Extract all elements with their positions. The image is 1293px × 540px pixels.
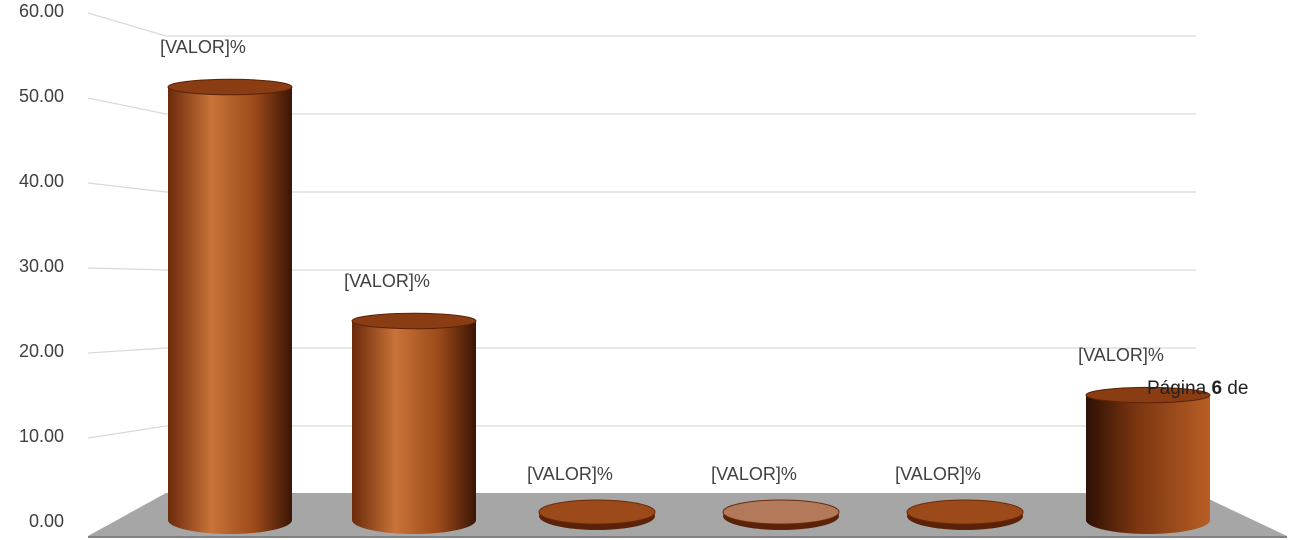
bar-top [1085, 386, 1211, 404]
bar [722, 499, 840, 530]
bar [538, 499, 656, 530]
y-tick-label: 30.00 [19, 256, 64, 276]
bar-disc-top [722, 499, 840, 525]
data-label: [VALOR]% [1078, 345, 1164, 365]
bar [906, 499, 1024, 530]
data-label: [VALOR]% [711, 464, 797, 484]
footer-prefix: Página [1147, 378, 1212, 399]
bar-top [351, 312, 477, 330]
y-tick-label: 40.00 [19, 171, 64, 191]
bar-disc-top [906, 499, 1024, 525]
footer-page-number: 6 [1211, 378, 1223, 399]
page-footer: Página 6 de [1147, 378, 1293, 400]
bar [1085, 386, 1211, 534]
y-tick-label: 0.00 [29, 511, 64, 531]
bar-body [168, 87, 292, 534]
gridline-connector [87, 182, 167, 193]
gridline-connector [87, 12, 167, 37]
bar-body [1086, 395, 1210, 534]
data-label: [VALOR]% [344, 271, 430, 291]
bar-disc-top [538, 499, 656, 525]
data-label: [VALOR]% [527, 464, 613, 484]
y-tick-label: 10.00 [19, 426, 64, 446]
gridline-connector [87, 347, 167, 354]
bar [351, 312, 477, 534]
gridline-connector [87, 97, 167, 115]
bar-body [352, 321, 476, 534]
y-tick-label: 60.00 [19, 1, 64, 21]
gridlines [87, 12, 1196, 439]
gridline-connector [87, 267, 167, 271]
y-tick-label: 50.00 [19, 86, 64, 106]
data-labels: [VALOR]% [VALOR]% [VALOR]% [VALOR]% [VALOR]%… [160, 37, 1164, 484]
data-label: [VALOR]% [895, 464, 981, 484]
footer-suffix: de [1222, 378, 1249, 399]
bar-top [167, 78, 293, 96]
bars [167, 78, 1211, 534]
data-label: [VALOR]% [160, 37, 246, 57]
bar [167, 78, 293, 534]
y-axis-ticks: 0.00 10.00 20.00 30.00 40.00 50.00 60.00 [19, 1, 64, 531]
gridline-connector [87, 425, 167, 439]
y-tick-label: 20.00 [19, 341, 64, 361]
